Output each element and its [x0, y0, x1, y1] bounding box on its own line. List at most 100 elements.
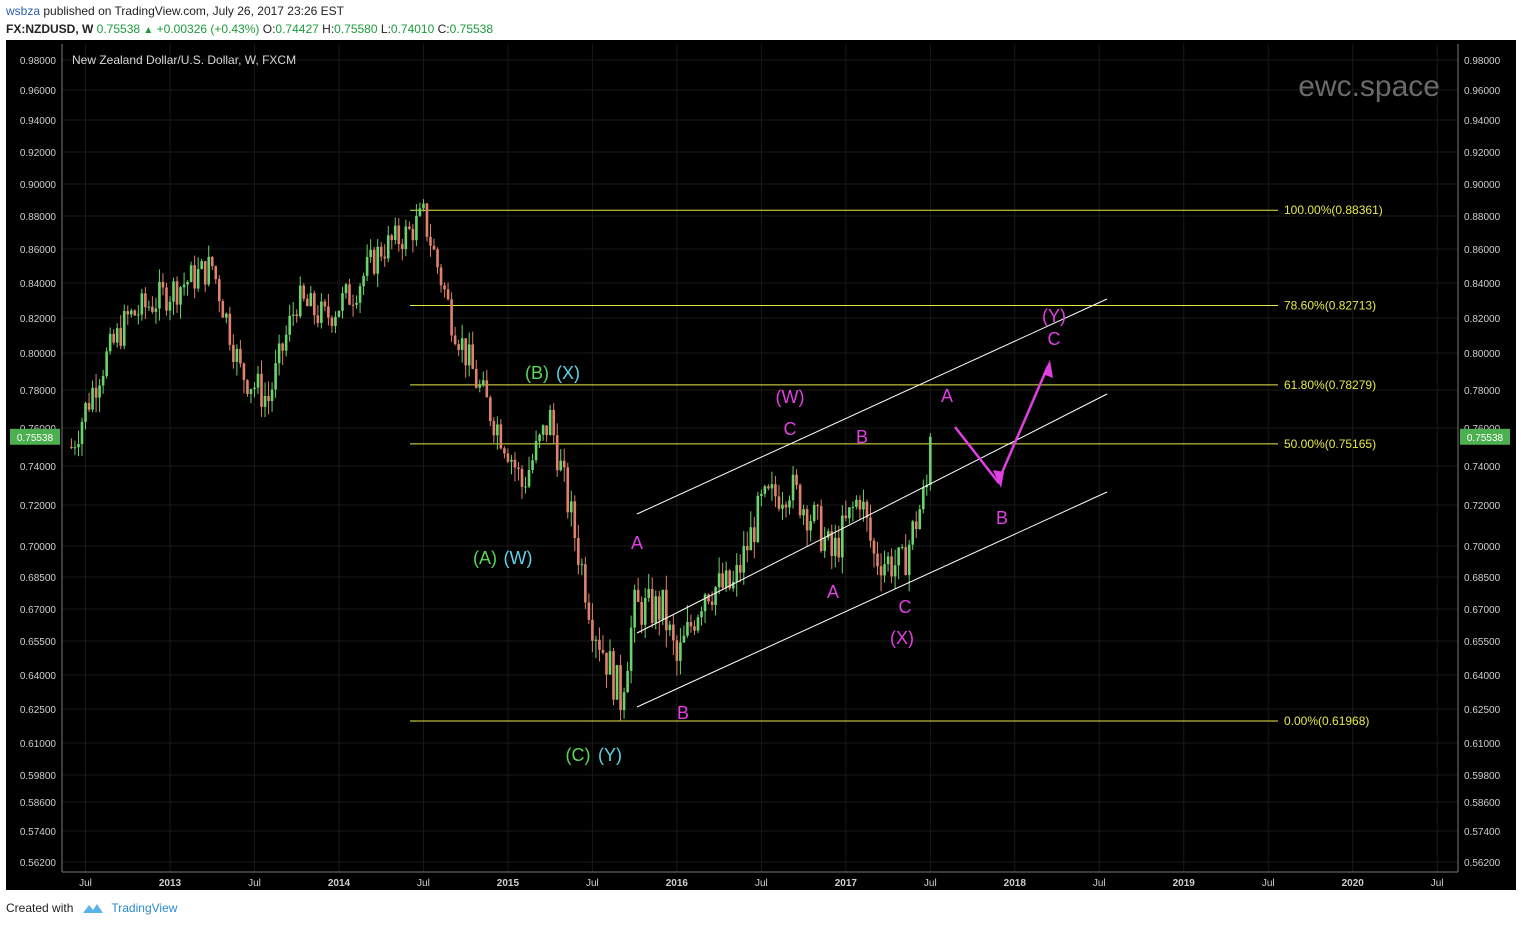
candle-body: [263, 395, 267, 407]
candle-body: [513, 459, 517, 468]
author-link[interactable]: wsbza: [6, 4, 41, 18]
y-tick-label-left: 0.65500: [20, 637, 57, 648]
candle-body: [555, 435, 559, 471]
candle-body: [496, 424, 499, 436]
candle-body: [474, 368, 478, 388]
candle-body: [105, 351, 108, 377]
candle-body: [344, 284, 348, 294]
candle-body: [872, 540, 876, 554]
x-tick-label: Jul: [1262, 878, 1275, 889]
candle-body: [760, 493, 763, 496]
x-tick-label: 2013: [159, 878, 182, 889]
candle-body: [520, 469, 524, 487]
candle-body: [633, 589, 636, 628]
candle-body: [531, 460, 534, 470]
price-badge-right: [1460, 428, 1510, 445]
candle-body: [154, 308, 158, 312]
candle-body: [696, 617, 700, 631]
price-chart[interactable]: 0.98000 0.98000 0.96000 0.96000 0.94000 0.940…: [0, 40, 1521, 898]
candle-body: [812, 505, 816, 522]
candle-body: [168, 301, 172, 311]
candle-body: [756, 495, 760, 543]
y-tick-label-right: 0.74000: [1464, 462, 1501, 473]
candle-body: [327, 306, 330, 318]
price-badge-right-text: 0.75538: [1467, 433, 1504, 444]
candle-body: [665, 589, 668, 631]
y-tick-label-right: 0.98000: [1464, 56, 1501, 67]
candle-body: [573, 501, 577, 538]
y-tick-label-left: 0.74000: [20, 462, 57, 473]
candle-body: [376, 246, 379, 274]
candle-body: [844, 515, 848, 519]
wave-label: A: [827, 582, 839, 602]
chart-title: New Zealand Dollar/U.S. Dollar, W, FXCM: [72, 53, 296, 67]
candle-body: [393, 225, 397, 240]
y-tick-label-right: 0.94000: [1464, 116, 1501, 127]
candle-body: [735, 565, 739, 582]
wave-label: (Y): [1042, 306, 1066, 326]
y-tick-label-left: 0.78000: [20, 386, 57, 397]
candle-body: [101, 376, 105, 386]
candle-body: [534, 441, 538, 461]
candle-body: [471, 344, 475, 369]
candle-body: [506, 453, 510, 462]
x-tick-label: Jul: [755, 878, 768, 889]
candle-body: [605, 652, 608, 675]
candle-body: [749, 527, 753, 551]
candle-body: [682, 635, 686, 643]
candle-body: [654, 596, 658, 623]
candle-body: [144, 293, 147, 308]
high-label: H:: [322, 22, 335, 36]
candle-body: [914, 521, 918, 529]
candle-body: [158, 281, 161, 309]
candle-body: [355, 302, 358, 305]
candle-body: [492, 421, 496, 436]
low-label: L:: [380, 22, 391, 36]
candle-body: [151, 306, 154, 312]
candle-body: [415, 215, 418, 241]
candle-body: [249, 389, 253, 394]
candle-body: [545, 425, 548, 436]
candle-body: [721, 573, 724, 588]
candle-body: [186, 281, 189, 285]
y-tick-label-left: 0.70000: [20, 542, 57, 553]
tradingview-link[interactable]: TradingView: [111, 901, 178, 915]
y-tick-label-right: 0.90000: [1464, 180, 1501, 191]
candle-body: [277, 343, 281, 364]
fib-label: 0.00%(0.61968): [1284, 714, 1369, 728]
candle-body: [833, 537, 837, 556]
candle-body: [73, 447, 77, 449]
candle-body: [330, 317, 334, 326]
y-tick-label-right: 0.58600: [1464, 798, 1501, 809]
candle-body: [478, 385, 482, 388]
y-tick-label-left: 0.59800: [20, 771, 57, 782]
candle-body: [594, 639, 598, 641]
candle-body: [94, 387, 98, 398]
candle-body: [207, 256, 211, 285]
candle-body: [108, 333, 112, 352]
candle-body: [640, 601, 643, 625]
symbol-label: FX:NZDUSD, W: [6, 22, 94, 36]
candle-body: [122, 311, 126, 346]
y-tick-label-right: 0.86000: [1464, 245, 1501, 256]
candle-body: [647, 589, 651, 598]
candle-body: [284, 334, 288, 351]
candle-body: [601, 649, 605, 653]
candle-body: [242, 363, 246, 381]
candle-body: [538, 434, 541, 442]
candle-body: [281, 343, 284, 351]
y-tick-label-right: 0.68500: [1464, 573, 1501, 584]
candle-body: [200, 261, 203, 270]
candle-body: [672, 624, 675, 641]
candle-body: [70, 447, 73, 448]
candle-body: [91, 387, 94, 410]
candle-body: [900, 547, 904, 549]
y-tick-label-right: 0.82000: [1464, 314, 1501, 325]
candle-body: [140, 293, 144, 315]
wave-label: (Y): [598, 745, 622, 765]
y-tick-label-right: 0.96000: [1464, 86, 1501, 97]
price-badge-left: [10, 428, 60, 445]
candle-body: [802, 509, 805, 516]
x-tick-label: 2018: [1004, 878, 1027, 889]
candle-body: [351, 304, 355, 306]
